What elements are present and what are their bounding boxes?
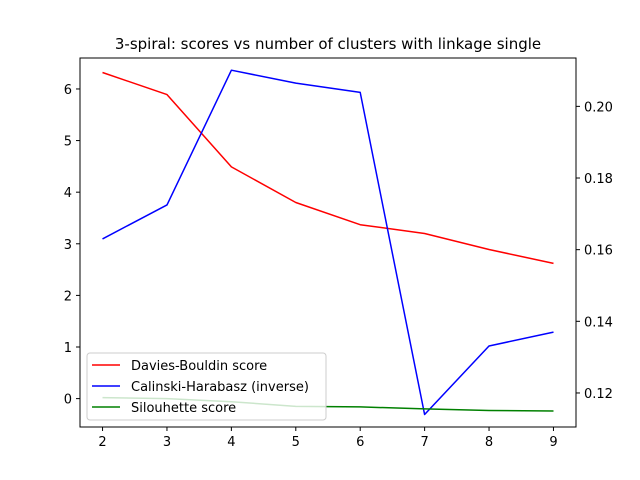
right-tick-label: 0.18 xyxy=(584,172,613,187)
chart-title: 3-spiral: scores vs number of clusters w… xyxy=(115,35,541,53)
legend-label-1: Calinski-Harabasz (inverse) xyxy=(131,380,309,395)
right-y-axis: 0.12 0.14 0.16 0.18 0.20 xyxy=(576,100,613,402)
x-tick-label: 6 xyxy=(356,435,364,450)
right-tick-label: 0.12 xyxy=(584,387,613,402)
right-tick-label: 0.14 xyxy=(584,315,613,330)
right-tick-label: 0.16 xyxy=(584,244,613,259)
left-tick-label: 3 xyxy=(64,238,72,253)
legend-label-2: Silouhette score xyxy=(131,401,236,416)
x-tick-label: 9 xyxy=(549,435,557,450)
series-line-1 xyxy=(102,69,554,416)
x-tick-label: 4 xyxy=(227,435,235,450)
left-tick-label: 6 xyxy=(64,83,72,98)
x-axis: 2 3 4 5 6 7 8 9 xyxy=(98,427,558,450)
left-tick-label: 1 xyxy=(64,341,72,356)
left-tick-label: 2 xyxy=(64,289,72,304)
x-tick-label: 2 xyxy=(98,435,106,450)
x-tick-label: 7 xyxy=(420,435,428,450)
x-tick-label: 5 xyxy=(292,435,300,450)
left-y-axis: 0 1 2 3 4 5 6 xyxy=(64,83,80,408)
x-tick-label: 8 xyxy=(485,435,493,450)
x-tick-label: 3 xyxy=(163,435,171,450)
plot-frame xyxy=(79,57,577,428)
legend: Davies-Bouldin score Calinski-Harabasz (i… xyxy=(86,352,327,421)
right-tick-label: 0.20 xyxy=(584,100,613,115)
series-line-0 xyxy=(102,71,554,265)
legend-label-0: Davies-Bouldin score xyxy=(131,359,267,374)
legend-box xyxy=(86,352,327,421)
left-tick-label: 0 xyxy=(64,393,72,408)
left-tick-label: 4 xyxy=(64,186,72,201)
left-tick-label: 5 xyxy=(64,135,72,150)
